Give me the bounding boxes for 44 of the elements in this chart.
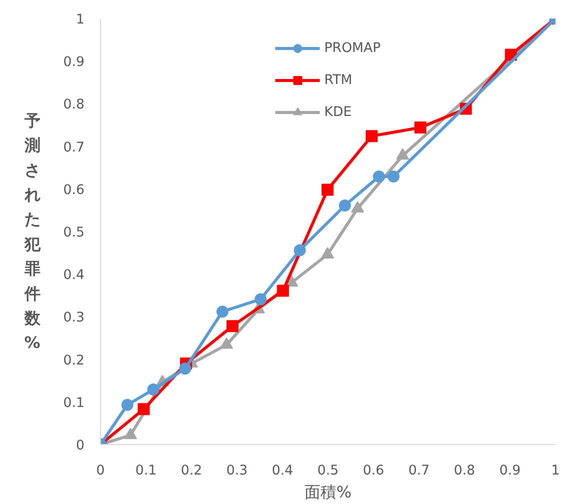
x-tick-label: 1	[551, 464, 560, 478]
y-tick-label: 0.2	[63, 353, 85, 368]
point	[138, 403, 150, 416]
text: 予測された犯罪件数%	[24, 110, 40, 352]
y-tick-label: 0.9	[63, 55, 85, 70]
point	[294, 244, 306, 256]
point	[216, 306, 228, 318]
point	[147, 384, 160, 396]
y-tick-label: 0	[76, 438, 85, 454]
y-tick-label: 0.7	[63, 140, 85, 156]
point	[366, 130, 378, 142]
x-tick-label: 0.5	[317, 464, 339, 478]
point	[322, 184, 334, 196]
point	[338, 200, 351, 212]
point	[254, 293, 267, 306]
legend-label: PROMAP	[324, 40, 381, 56]
x-tick-label: 0.3	[226, 464, 248, 478]
point	[124, 428, 138, 440]
x-tick-label: 0.4	[272, 464, 294, 478]
point	[414, 122, 426, 134]
y-tick-label: 0.3	[63, 310, 85, 326]
y-tick-label: 0.5	[63, 226, 85, 240]
x-tick-label: 0.7	[408, 464, 430, 478]
legend-label: RTM	[324, 72, 352, 88]
y-tick-label: 1	[76, 12, 85, 28]
point	[276, 284, 289, 297]
line-series	[100, 18, 556, 444]
y-tick-label: 0.1	[63, 396, 85, 411]
x-tick-label: 0.1	[135, 464, 157, 478]
x-tick-label: 0	[96, 464, 105, 478]
x-tick-label: 0.8	[454, 464, 476, 478]
x-tick-label: 0.9	[499, 464, 521, 478]
x-axis-title: 面積%	[304, 482, 352, 502]
point	[179, 362, 192, 375]
y-tick-label: 0.6	[63, 182, 85, 198]
point	[121, 398, 134, 411]
y-tick-label: 0.8	[63, 98, 85, 113]
point	[388, 170, 400, 183]
x-tick-label: 0.2	[180, 464, 202, 478]
y-tick-label: 0.4	[63, 268, 85, 284]
point	[372, 170, 385, 183]
x-tick-label: 0.6	[362, 464, 384, 478]
legend-label: KDE	[324, 104, 352, 120]
point	[226, 320, 238, 332]
